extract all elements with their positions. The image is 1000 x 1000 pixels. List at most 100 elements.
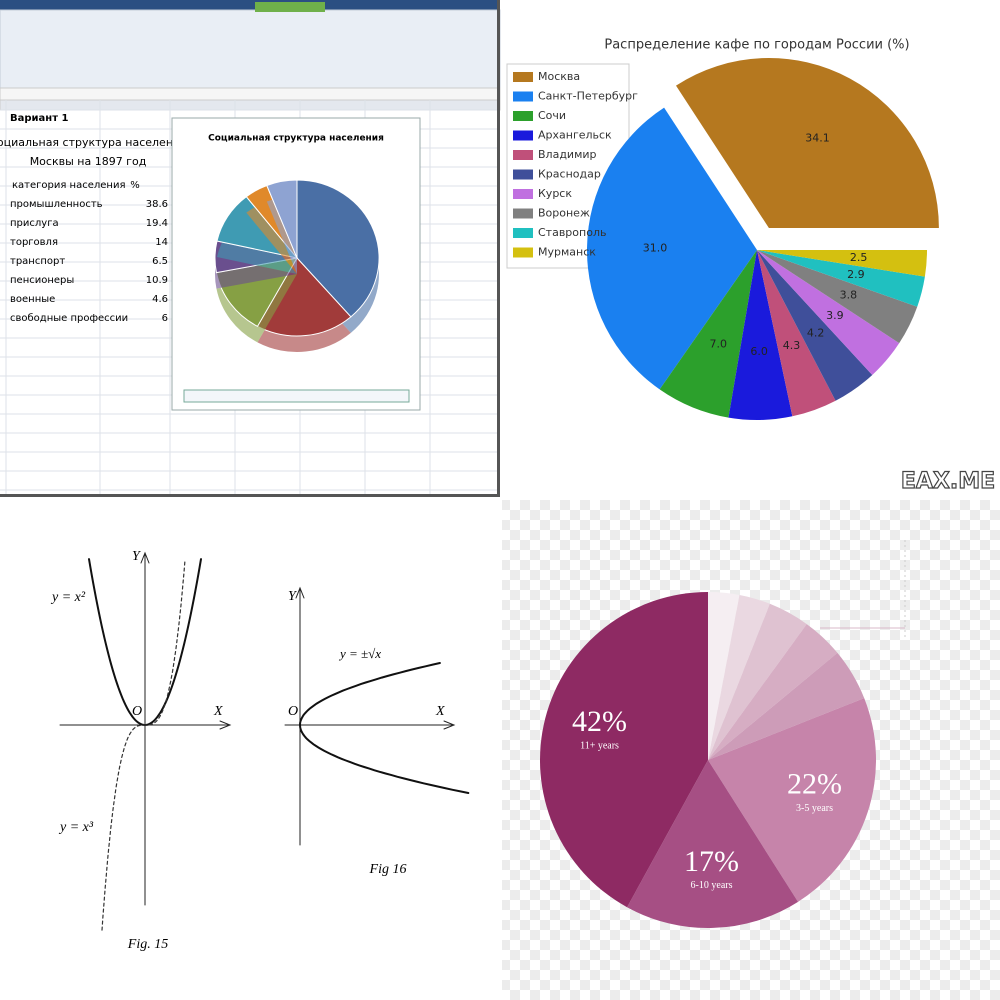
legend-swatch — [513, 169, 533, 180]
slice — [708, 624, 838, 760]
slice — [757, 250, 927, 277]
legend-swatch — [513, 208, 533, 219]
legend-label: Воронеж — [538, 207, 590, 220]
arrow-heads — [140, 551, 456, 730]
ribbon-tab — [255, 2, 325, 12]
legend-label: Архангельск — [538, 129, 612, 142]
slice — [757, 250, 925, 307]
curve-label: y = ±√x — [338, 646, 381, 661]
slice — [757, 250, 873, 401]
data-label: 6.0 — [750, 345, 768, 358]
legend-label: Курск — [538, 187, 572, 200]
legend-box — [183, 389, 410, 403]
slice — [627, 760, 799, 929]
category-label: 11+ years — [580, 740, 619, 751]
axis-label: Y — [132, 549, 142, 564]
data-label: 2.5 — [850, 251, 868, 264]
slice — [757, 250, 918, 344]
origin-label: O — [132, 704, 142, 719]
formula-bar — [0, 87, 501, 101]
data-label: 4.3 — [783, 339, 801, 352]
caption: Fig 16 — [369, 862, 407, 877]
legend-swatch — [513, 150, 533, 160]
curve — [101, 559, 186, 931]
table-header: % — [130, 180, 140, 191]
table-cell: 6 — [162, 313, 168, 324]
data-label: 4.2 — [807, 326, 825, 339]
table-cell: торговля — [10, 237, 58, 248]
chart-title: Социальная структура населения — [208, 134, 384, 144]
category-label: 3-5 years — [796, 803, 833, 814]
table-cell: 14 — [155, 237, 168, 248]
table-cell: прислуга — [10, 218, 59, 229]
slice — [728, 250, 793, 420]
axis-label: X — [213, 704, 223, 719]
legend-label: Владимир — [538, 148, 597, 161]
curve-label: y = x³ — [58, 820, 94, 835]
slice — [659, 250, 757, 418]
legend-label: Краснодар — [538, 168, 601, 181]
slice — [757, 250, 900, 375]
caption: Fig. 15 — [127, 937, 168, 952]
slice — [757, 250, 836, 417]
slice — [586, 107, 757, 390]
sheet-title: Вариант 1 — [10, 113, 68, 124]
slice — [708, 698, 877, 902]
data-label: 34.1 — [805, 131, 830, 144]
figures: Y X O y = x² y = x³ Fig. 15 Y X O y = ±√… — [50, 549, 470, 952]
slice — [539, 592, 708, 908]
legend-swatch — [513, 111, 533, 121]
table-cell: промышленность — [10, 199, 103, 210]
data-label: 42% — [572, 705, 627, 738]
legend-swatch — [513, 228, 533, 238]
slice — [296, 179, 380, 318]
legend-swatch — [513, 130, 533, 141]
table-title: Москвы на 1897 год — [30, 155, 147, 168]
data-label: 2.9 — [847, 268, 865, 281]
table-cell: 6.5 — [152, 256, 168, 267]
table-cell: транспорт — [10, 256, 65, 267]
ribbon — [0, 9, 501, 89]
legend-label: Мурманск — [538, 246, 596, 259]
data-label: 3.8 — [840, 288, 858, 301]
legend-swatch — [513, 247, 533, 258]
legend-label: Сочи — [538, 109, 566, 122]
table-cell: военные — [10, 294, 55, 305]
category-label: 6-10 years — [691, 880, 733, 891]
table-cell: пенсионеры — [10, 275, 74, 286]
slice — [675, 58, 939, 229]
legend-label: Москва — [538, 70, 580, 83]
curve — [298, 662, 470, 794]
table-title: Социальная структура населения — [0, 136, 187, 149]
slice — [708, 603, 807, 760]
table-cell: 38.6 — [146, 199, 168, 210]
legend-swatch — [513, 189, 533, 199]
slice — [266, 179, 298, 259]
border — [497, 0, 500, 497]
axis-label: Y — [288, 589, 298, 604]
table-cell: 19.4 — [146, 218, 168, 229]
data-label: 31.0 — [643, 241, 668, 254]
table-cell: 10.9 — [146, 275, 168, 286]
origin-label: O — [288, 704, 298, 719]
data-label: 22% — [787, 768, 842, 801]
watermark: EAX.ME — [901, 469, 995, 494]
data-label: 3.9 — [826, 309, 844, 322]
border — [0, 494, 500, 497]
table-cell: свободные профессии — [10, 313, 128, 324]
data-label: 17% — [684, 845, 739, 878]
table-cell: 4.6 — [152, 294, 168, 305]
data-label: 7.0 — [710, 337, 728, 350]
legend-label: Ставрополь — [538, 226, 606, 239]
axis-label: X — [435, 704, 445, 719]
slice-side — [246, 201, 297, 274]
legend-swatch — [513, 91, 533, 102]
column-header — [0, 99, 501, 111]
slice — [708, 652, 865, 760]
title-bar — [0, 0, 500, 10]
slice — [708, 592, 740, 760]
table-header: категория населения — [12, 180, 125, 191]
curve-label: y = x² — [50, 590, 86, 605]
slice — [708, 594, 770, 760]
